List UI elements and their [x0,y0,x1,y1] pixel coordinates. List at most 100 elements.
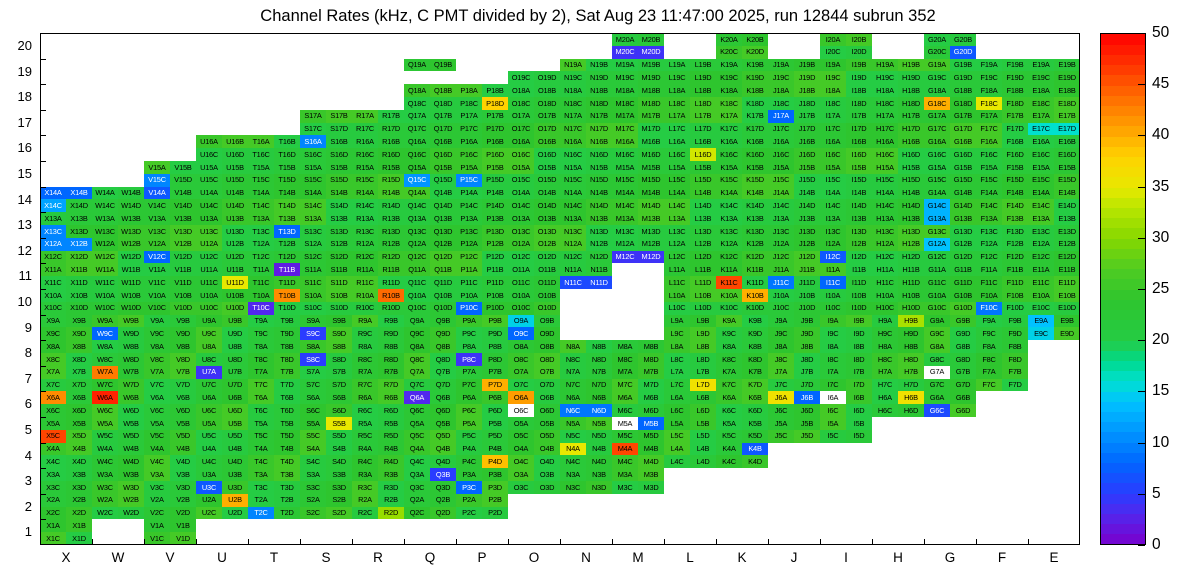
channel-cell: I7B [846,365,872,379]
channel-cell: N16A [560,135,586,149]
channel-cell: K9A [716,314,742,328]
channel-cell: H8B [898,340,924,353]
y-axis-tick [41,468,46,470]
channel-cell: I18B [846,84,872,97]
colorbar-band [1101,442,1145,453]
channel-cell: W4C [92,455,118,469]
channel-cell: T5D [274,429,300,443]
channel-cell: L15B [690,161,716,174]
channel-cell: J7D [794,378,820,392]
channel-cell: N5B [586,417,612,430]
channel-cell: L10B [690,289,716,302]
channel-cell: N4D [586,455,612,469]
channel-cell: P2C [456,506,482,520]
channel-cell: V4C [144,455,170,469]
channel-cell: J8B [794,340,820,353]
channel-cell: I19D [846,71,872,85]
channel-cell: R6D [378,404,404,417]
colorbar-tick [1138,84,1145,86]
y-axis-label: 15 [17,166,32,181]
channel-cell: P7B [482,365,508,379]
channel-cell: S9D [326,327,352,341]
channel-cell: L18B [690,84,716,97]
channel-cell: T4B [274,442,300,456]
x-axis-label: M [632,550,644,565]
channel-cell: P15D [482,173,508,187]
channel-cell: F10B [1002,289,1028,302]
channel-cell: Q17B [430,109,456,123]
channel-cell: M18A [612,84,638,97]
colorbar-band [1101,319,1145,331]
channel-cell: I10D [846,301,872,315]
channel-cell: M20A [612,33,638,46]
channel-cell: X13D [66,225,92,238]
channel-cell: U5B [222,417,248,430]
channel-cell: J16B [794,135,820,149]
channel-cell: N19D [586,71,612,85]
colorbar [1100,33,1146,545]
channel-cell: L7D [690,378,716,392]
channel-cell: G14A [924,186,950,200]
channel-cell: R13A [352,212,378,225]
channel-cell: Q17D [430,122,456,136]
channel-cell: K16D [742,148,768,161]
channel-cell: Q4B [430,442,456,456]
colorbar-band [1101,299,1145,310]
colorbar-band [1101,493,1145,504]
channel-cell: J19C [768,71,794,85]
y-axis-label: 7 [24,370,32,386]
channel-cell: W9A [92,314,118,328]
channel-cell: T12B [274,237,300,251]
y-axis-label: 4 [24,447,32,463]
channel-cell: J11D [794,276,820,289]
channel-cell: R6A [352,391,378,405]
colorbar-band [1101,217,1145,229]
channel-cell: R12B [378,237,404,251]
channel-cell: N17D [586,122,612,136]
channel-cell: X13C [40,225,66,238]
channel-cell: O9C [508,327,534,341]
channel-cell: J17D [794,122,820,136]
channel-cell: U8B [222,340,248,353]
channel-cell: Q11D [430,276,456,289]
channel-cell: T15B [274,161,300,174]
channel-cell: N8A [560,340,586,353]
channel-cell: X1D [66,532,92,545]
channel-cell: M13C [612,225,638,238]
channel-cell: S5A [300,417,326,430]
channel-cell: P10C [456,301,482,315]
channel-cell: K9D [742,327,768,341]
channel-cell: J18A [768,84,794,97]
channel-cell: K15A [716,161,742,174]
channel-cell: E10D [1054,301,1080,315]
x-axis-label: P [477,550,487,565]
channel-cell: L7B [690,365,716,379]
channel-cell: X10D [66,301,92,315]
channel-cell: Q15C [404,173,430,187]
channel-cell: T15A [248,161,274,174]
channel-cell: G9A [924,314,950,328]
channel-cell: P13B [482,212,508,225]
channel-cell: I17B [846,109,872,123]
channel-cell: V12C [144,250,170,264]
channel-cell: Q9A [404,314,430,328]
channel-cell: L11A [664,263,690,277]
channel-cell: F11C [976,276,1002,289]
channel-cell: K7D [742,378,768,392]
channel-cell: H9B [898,314,924,328]
channel-cell: Q4C [404,455,430,469]
channel-cell: I5A [820,417,846,430]
channel-cell: G16A [924,135,950,149]
channel-cell: O9B [534,314,560,328]
channel-cell: E16A [1028,135,1054,149]
channel-cell: P5D [482,429,508,443]
channel-cell: K17C [716,122,742,136]
channel-cell: L6C [664,404,690,417]
channel-cell: E17B [1054,109,1080,123]
channel-cell: P6D [482,404,508,417]
colorbar-band [1101,462,1145,474]
channel-cell: S13D [326,225,352,238]
channel-cell: L9B [690,314,716,328]
channel-cell: O5C [508,429,534,443]
channel-cell: M17A [612,109,638,123]
